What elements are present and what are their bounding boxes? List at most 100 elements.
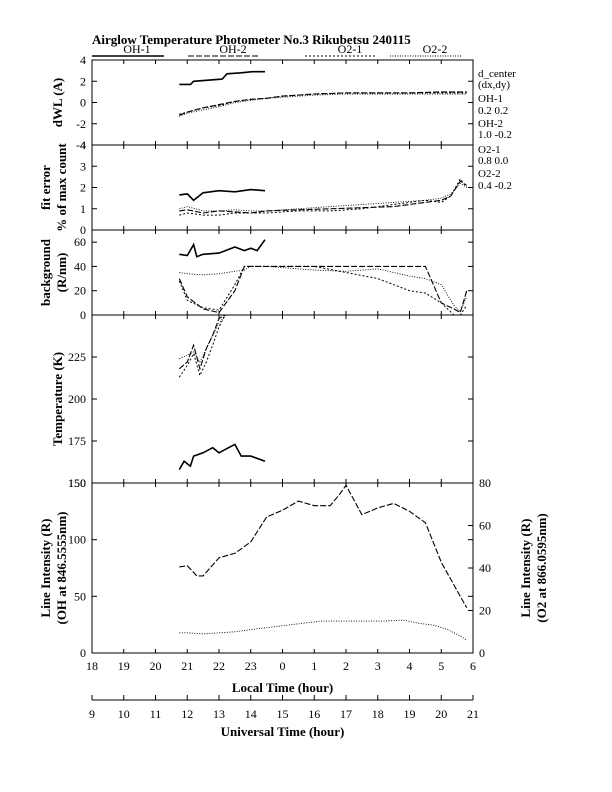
series-fit-oh-1 (179, 188, 266, 202)
ut-tick-label: 21 (467, 707, 479, 721)
o22-label: O2-2 (478, 168, 501, 180)
ut-tick-label: 14 (245, 707, 257, 721)
y-label: background (38, 238, 53, 306)
lt-tick-label: 2 (343, 659, 349, 673)
legend-label-oh-2: OH-2 (219, 42, 246, 56)
series-temp-oh-1 (178, 443, 266, 470)
ut-tick-label: 18 (372, 707, 384, 721)
oh1-label: OH-1 (478, 93, 503, 105)
lt-tick-label: 0 (280, 659, 286, 673)
oh1-values: 0.2 0.2 (478, 105, 508, 117)
lt-tick-label: 22 (213, 659, 225, 673)
side-annotations: d_center (dx,dy) OH-1 0.2 0.2 OH-2 1.0 -… (478, 68, 516, 192)
y-label: Line Intensity (R) (38, 519, 53, 618)
series-dwl-oh-1 (179, 70, 265, 86)
ut-axis-label: Universal Time (hour) (221, 724, 345, 739)
y-tick-label: 40 (74, 259, 86, 273)
panel-frame (91, 482, 474, 654)
lt-tick-label: 3 (375, 659, 381, 673)
oh2-label: OH-2 (478, 118, 503, 130)
y-tick-label: 3 (80, 159, 86, 173)
panel-frame (91, 59, 474, 146)
y-tick-label-right: 40 (479, 561, 491, 575)
lt-tick-label: 4 (407, 659, 413, 673)
lt-tick-label: 19 (118, 659, 130, 673)
y-tick-label: 200 (68, 392, 86, 406)
y-tick-label: 0 (80, 646, 86, 660)
series-bg-o2-1 (178, 265, 468, 315)
ut-tick-label: 9 (89, 707, 95, 721)
series-bg-oh-2 (178, 265, 468, 314)
lt-tick-label: 23 (245, 659, 257, 673)
y-label-2: % of max count (54, 143, 69, 232)
series-temp-o2-1 (178, 315, 251, 378)
y-tick-label-right: 60 (479, 519, 491, 533)
y-label: dWL (A) (50, 78, 65, 127)
series-bg-oh-1 (179, 239, 266, 258)
panel-fit: 4 3 2 1 0 fit error% of max count (38, 138, 474, 237)
legend-label-o2-1: O2-1 (338, 42, 363, 56)
y-label-right: Line Intensity (R) (518, 519, 533, 618)
y-tick-label: 20 (74, 284, 86, 298)
y-label: Temperature (K) (50, 352, 65, 446)
lt-tick-label: 18 (86, 659, 98, 673)
chart-title: Airglow Temperature Photometer No.3 Riku… (92, 32, 411, 47)
lt-tick-label: 6 (470, 659, 476, 673)
ut-tick-label: 20 (435, 707, 447, 721)
y-tick-label: -2 (76, 117, 86, 131)
y-tick-label: 0 (80, 223, 86, 237)
y-tick-label: 60 (74, 235, 86, 249)
y-label-right-2: (O2 at 866.0595nm) (534, 513, 549, 622)
ut-tick-label: 10 (118, 707, 130, 721)
series-dwl-o2-1 (179, 92, 467, 115)
y-tick-label: 0 (80, 96, 86, 110)
series-intensity-o2-2 (179, 619, 467, 641)
lt-tick-label: 21 (181, 659, 193, 673)
lt-tick-label: 5 (438, 659, 444, 673)
y-tick-label: 150 (68, 476, 86, 490)
series-fit-oh-2 (179, 180, 468, 214)
legend-label-oh-1: OH-1 (123, 42, 150, 56)
y-tick-label: 2 (80, 181, 86, 195)
y-tick-label: 4 (80, 53, 86, 67)
y-label: fit error (38, 165, 53, 210)
y-tick-label: 100 (68, 533, 86, 547)
dcenter-label: d_center (478, 68, 516, 80)
series-intensity-oh-2 (179, 484, 468, 608)
ut-tick-label: 19 (404, 707, 416, 721)
x-axes: 18 19 20 21 22 23 0 1 2 3 4 5 6 Local Time (hour) 9 10 1… (86, 659, 479, 739)
o21-values: 0.8 0.0 (478, 155, 509, 167)
y-tick-label: 50 (74, 589, 86, 603)
y-tick-label: 2 (80, 74, 86, 88)
panel-frame (91, 314, 474, 484)
y-tick-label: 1 (80, 202, 86, 216)
o21-label: O2-1 (478, 144, 501, 156)
y-tick-label-right: 0 (479, 646, 485, 660)
y-tick-label: 4 (80, 138, 86, 152)
series-temp-oh-2 (178, 315, 251, 371)
panel-temp: 225 200 175 150 Temperature (K) (50, 314, 474, 490)
dxdy-label: (dx,dy) (478, 79, 510, 91)
panel-frame (91, 229, 474, 316)
y-label-2: (OH at 846.5555nm) (54, 511, 69, 624)
y-tick-label-right: 20 (479, 604, 491, 618)
ut-tick-label: 12 (181, 707, 193, 721)
panel-frame (91, 144, 474, 231)
ut-tick-label: 17 (340, 707, 352, 721)
y-tick-label: 150 (68, 476, 86, 490)
y-tick-label: 0 (80, 308, 86, 322)
y-label-2: (R/nm) (54, 253, 69, 293)
lt-tick-label: 20 (150, 659, 162, 673)
legend-label-o2-2: O2-2 (423, 42, 448, 56)
oh2-values: 1.0 -0.2 (478, 129, 512, 141)
series-fit-o2-1 (179, 178, 468, 216)
ut-tick-label: 16 (308, 707, 320, 721)
lt-axis-label: Local Time (hour) (232, 680, 333, 695)
ut-tick-label: 15 (277, 707, 289, 721)
series-dwl-oh-2 (179, 91, 467, 116)
y-tick-label-right: 80 (479, 476, 491, 490)
ut-tick-label: 13 (213, 707, 225, 721)
